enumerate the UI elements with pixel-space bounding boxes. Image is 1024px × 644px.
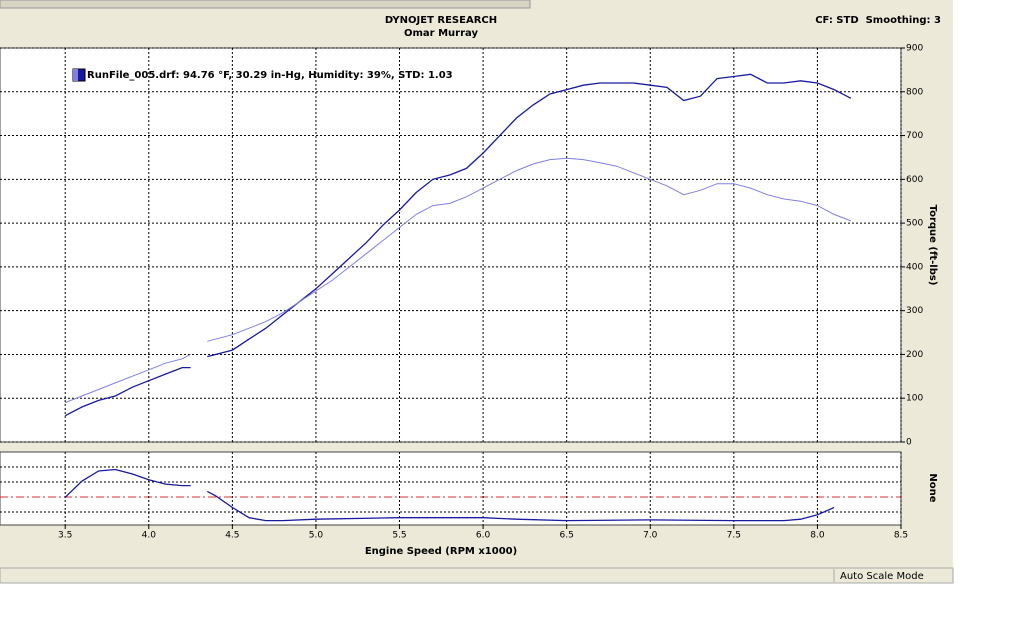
y-tick-label: 700	[906, 131, 923, 141]
x-tick-label: 6.5	[560, 531, 574, 541]
chart-subtitle: Omar Murray	[404, 28, 478, 39]
x-tick-label: 4.0	[142, 531, 157, 541]
x-tick-label: 7.0	[643, 531, 658, 541]
y-tick-label: 300	[906, 306, 923, 316]
y-tick-label: 200	[906, 350, 923, 360]
annotation: CF: STD Smoothing: 3	[815, 15, 941, 26]
status-bar	[0, 567, 954, 584]
y-tick-label: 600	[906, 175, 923, 185]
x-tick-label: 8.0	[810, 531, 825, 541]
y-tick-label: 100	[906, 394, 923, 404]
x-tick-label: 3.5	[58, 531, 72, 541]
y-tick-label: 900	[906, 44, 923, 54]
x-axis-title: Engine Speed (RPM x1000)	[365, 546, 517, 557]
y-tick-label: 500	[906, 219, 923, 229]
chart-title: DYNOJET RESEARCH	[385, 15, 497, 26]
legend-entry: RunFile_005.drf: 94.76 °F, 30.29 in-Hg, …	[87, 70, 453, 81]
y-axis-title: Torque (ft-lbs)	[927, 205, 938, 286]
y-tick-label: 0	[906, 438, 912, 448]
data-line	[65, 157, 852, 404]
data-line	[64, 468, 835, 522]
toolbar	[0, 0, 531, 9]
x-tick-label: 4.5	[225, 531, 239, 541]
x-tick-label: 7.5	[727, 531, 741, 541]
y-tick-label: 400	[906, 262, 923, 272]
x-tick-label: 6.0	[476, 531, 491, 541]
data-line	[64, 73, 852, 417]
status-text: Auto Scale Mode	[840, 571, 924, 582]
legend-swatch-part	[73, 69, 78, 81]
x-tick-label: 5.5	[392, 531, 406, 541]
lower-plot-area	[0, 451, 902, 526]
plot-area	[0, 47, 902, 443]
lower-y-axis-title: None	[927, 473, 938, 502]
y-tick-label: 800	[906, 87, 923, 97]
x-tick-label: 5.0	[309, 531, 324, 541]
x-tick-label: 8.5	[894, 531, 908, 541]
